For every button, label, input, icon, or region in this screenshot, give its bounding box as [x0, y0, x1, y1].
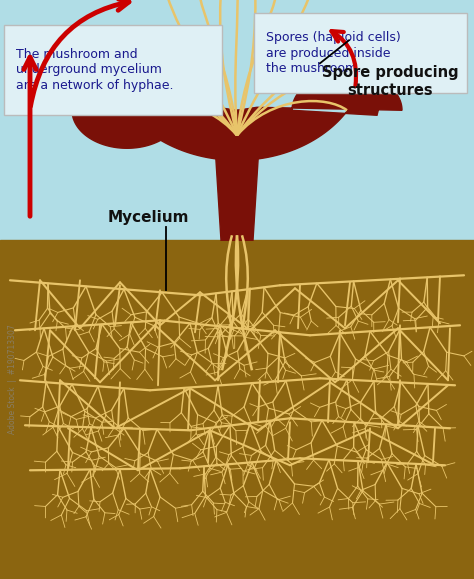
Text: Spore producing
structures: Spore producing structures [322, 65, 459, 98]
Text: The mushroom and
underground mycelium
are a network of hyphae.: The mushroom and underground mycelium ar… [16, 49, 173, 91]
Polygon shape [72, 55, 402, 160]
FancyBboxPatch shape [4, 25, 222, 115]
Text: Adobe Stock  |  #190713307: Adobe Stock | #190713307 [8, 324, 17, 434]
FancyBboxPatch shape [254, 13, 467, 93]
Bar [0, 240, 474, 579]
Polygon shape [199, 110, 275, 240]
Text: Spores (haploid cells)
are produced inside
the mushroom.: Spores (haploid cells) are produced insi… [266, 31, 401, 75]
Text: Mycelium: Mycelium [107, 210, 189, 225]
